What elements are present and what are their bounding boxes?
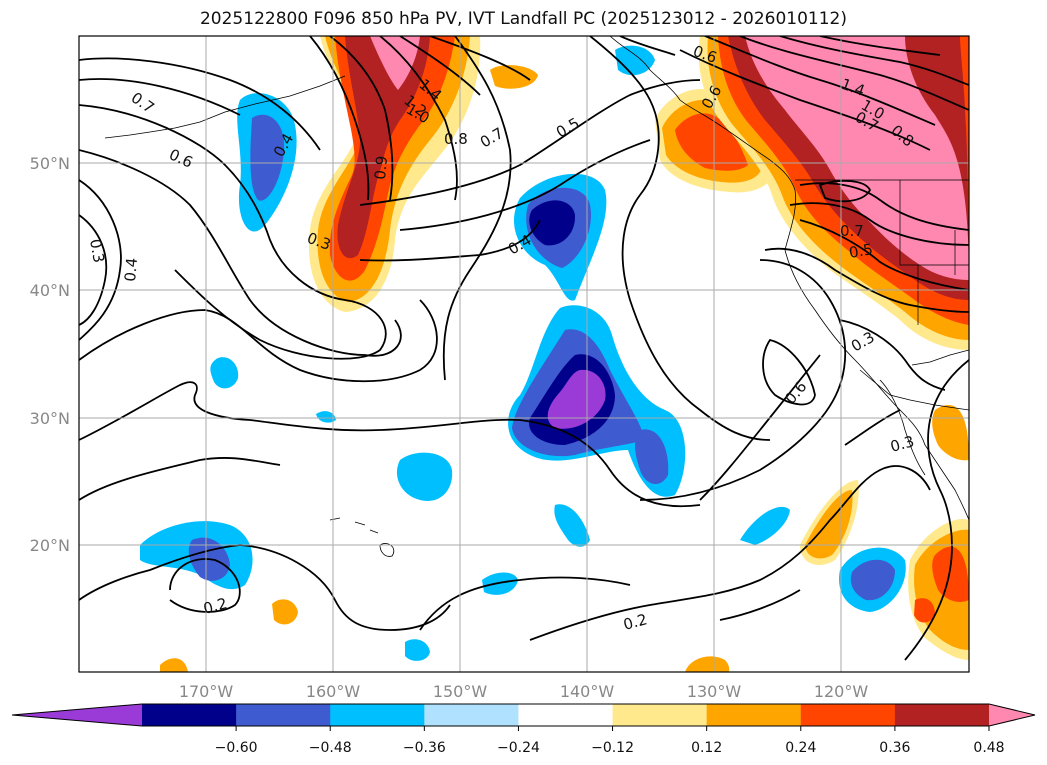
lat-label: 20°N: [30, 536, 70, 555]
colorbar: −0.60 −0.48 −0.36 −0.24 −0.12 0.12 0.24 0.36 0.4…: [11, 703, 1036, 756]
colorbar-tick-label: 0.12: [691, 740, 722, 756]
colorbar-bin: [800, 704, 896, 726]
lon-label: 160°W: [306, 682, 361, 701]
colorbar-bin: [706, 704, 802, 726]
gridlines: [79, 36, 969, 672]
colorbar-tick-label: 0.48: [973, 740, 1004, 756]
longitude-labels: 170°W 160°W 150°W 140°W 130°W 120°W: [179, 682, 869, 701]
colorbar-bin: [236, 704, 331, 726]
coastlines: [104, 36, 969, 557]
contour-label: 0.7: [840, 222, 864, 240]
lat-label: 30°N: [30, 409, 70, 428]
contour-label: 0.8: [444, 130, 468, 148]
contour-label: 0.5: [848, 240, 875, 262]
colorbar-tick-label: −0.36: [403, 740, 446, 756]
colorbar-bin: [330, 704, 425, 726]
colorbar-tick-label: −0.12: [591, 740, 634, 756]
political-borders: [795, 179, 969, 411]
contour-label: 0.2: [201, 594, 229, 618]
lat-label: 50°N: [30, 154, 70, 173]
colorbar-bin: [518, 704, 614, 726]
colorbar-bin: [612, 704, 708, 726]
colorbar-tick-label: 0.24: [785, 740, 816, 756]
map-area: 0.7 0.6 0.3 0.4 0.4 1.4 1.2 1.0 0.9 0.8 …: [79, 36, 969, 672]
colorbar-bin: [142, 704, 237, 726]
colorbar-tick-label: −0.24: [497, 740, 540, 756]
map-border: [78, 35, 970, 673]
contour-label: 0.3: [888, 432, 916, 456]
map-title: 2025122800 F096 850 hPa PV, IVT Landfall…: [199, 9, 847, 29]
shading-positive: [160, 36, 969, 672]
colorbar-tick-label: −0.48: [309, 740, 352, 756]
colorbar-extend-low: [12, 704, 142, 726]
lon-label: 170°W: [179, 682, 234, 701]
lat-label: 40°N: [30, 281, 70, 300]
contour-label: 0.9: [371, 155, 391, 180]
colorbar-bin: [894, 704, 990, 726]
lon-label: 120°W: [814, 682, 869, 701]
lon-label: 150°W: [433, 682, 488, 701]
colorbar-extend-high: [989, 704, 1035, 726]
colorbar-bin: [424, 704, 519, 726]
lon-label: 140°W: [560, 682, 615, 701]
latitude-labels: 50°N 40°N 30°N 20°N: [30, 154, 70, 555]
lon-label: 130°W: [687, 682, 742, 701]
contour-label: 0.2: [621, 610, 649, 634]
colorbar-outline: [11, 703, 1036, 727]
contour-label: 0.3: [86, 238, 108, 265]
colorbar-tick-label: 0.36: [879, 740, 910, 756]
contour-label: 0.4: [121, 257, 141, 282]
colorbar-tick-label: −0.60: [215, 740, 258, 756]
pv-contours: [79, 36, 969, 661]
